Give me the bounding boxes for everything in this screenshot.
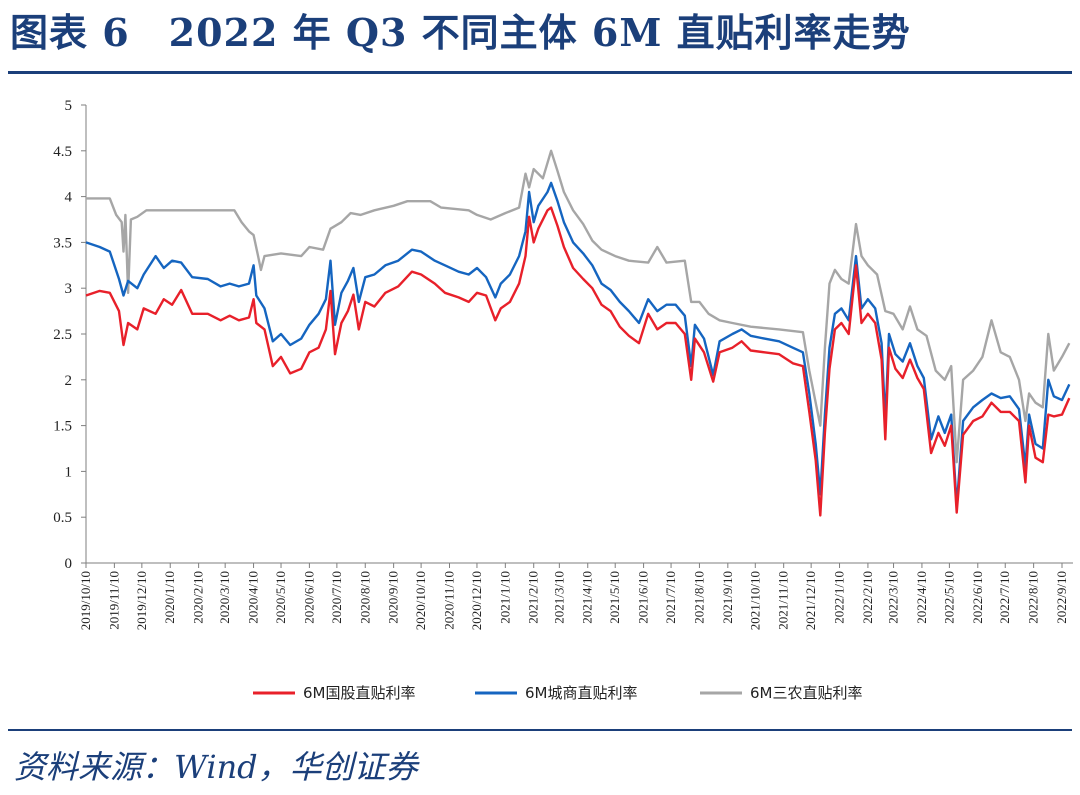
y-tick-label: 2.5 — [53, 327, 72, 343]
figure-title: 图表 6 2022 年 Q3 不同主体 6M 直贴利率走势 — [10, 10, 911, 55]
x-tick-label: 2021/4/10 — [580, 571, 595, 624]
x-tick-label: 2020/6/10 — [301, 571, 316, 624]
y-tick-label: 3.5 — [53, 235, 72, 251]
x-tick-label: 2020/11/10 — [441, 571, 456, 630]
series-line-2 — [85, 181, 1071, 508]
legend-label-2: 6M城商直贴利率 — [525, 684, 638, 702]
x-tick-label: 2021/3/10 — [551, 571, 566, 624]
x-tick-label: 2022/9/10 — [1054, 571, 1069, 624]
x-tick-label: 2022/3/10 — [886, 571, 901, 624]
y-tick-label: 3 — [65, 281, 73, 297]
x-tick-label: 2019/12/10 — [134, 571, 149, 630]
y-tick-label: 1.5 — [53, 419, 72, 435]
x-tick-label: 2020/10/10 — [413, 571, 428, 630]
line-chart: 0 0.5 1 1.5 2 2.5 3 3.5 4 4.5 5 2019/10/10 2019/11/… — [53, 98, 1073, 702]
x-tick-label: 2019/11/10 — [106, 571, 121, 630]
x-tick-label: 2021/10/10 — [747, 571, 762, 630]
x-tick-label: 2020/2/10 — [191, 571, 206, 624]
x-tick-label: 2021/7/10 — [663, 571, 678, 624]
y-tick-label: 1 — [65, 464, 73, 480]
legend-label-3: 6M三农直贴利率 — [750, 684, 863, 702]
series-line-3 — [86, 149, 1071, 464]
x-tick-label: 2021/8/10 — [691, 571, 706, 624]
chart-legend: 6M国股直贴利率 6M城商直贴利率 6M三农直贴利率 — [253, 684, 863, 702]
x-tick-label: 2022/4/10 — [914, 571, 929, 624]
x-tick-label: 2020/12/10 — [469, 571, 484, 630]
title-divider — [8, 71, 1072, 74]
x-tick-label: 2020/1/10 — [162, 571, 177, 624]
x-axis-tick-labels: 2019/10/10 2019/11/10 2019/12/10 2020/1/10 2… — [78, 571, 1069, 630]
legend-label-1: 6M国股直贴利率 — [303, 684, 416, 702]
x-tick-label: 2021/5/10 — [607, 571, 622, 624]
y-tick-label: 4.5 — [53, 144, 72, 160]
x-tick-label: 2020/8/10 — [357, 571, 372, 624]
x-tick-label: 2020/3/10 — [217, 571, 232, 624]
series-line-1 — [85, 206, 1071, 517]
x-tick-label: 2020/9/10 — [386, 571, 401, 624]
source-note: 资料来源：Wind，华创证券 — [14, 748, 418, 786]
x-tick-label: 2021/12/10 — [803, 571, 818, 630]
x-tick-label: 2020/5/10 — [273, 571, 288, 624]
chart-axes — [81, 104, 1073, 568]
x-tick-label: 2021/6/10 — [636, 571, 651, 624]
x-tick-label: 2022/7/10 — [997, 571, 1012, 624]
y-tick-label: 4 — [65, 190, 73, 206]
x-tick-label: 2020/7/10 — [329, 571, 344, 624]
x-tick-label: 2022/1/10 — [832, 571, 847, 624]
x-tick-label: 2020/4/10 — [246, 571, 261, 624]
x-tick-label: 2022/8/10 — [1026, 571, 1041, 624]
x-tick-label: 2022/2/10 — [860, 571, 875, 624]
x-tick-label: 2021/11/10 — [776, 571, 791, 630]
y-tick-label: 5 — [65, 98, 73, 114]
x-tick-label: 2019/10/10 — [78, 571, 93, 630]
x-tick-label: 2022/6/10 — [970, 571, 985, 624]
series-lines — [85, 149, 1071, 517]
footer-divider — [8, 729, 1072, 731]
y-tick-label: 0.5 — [53, 510, 72, 526]
x-tick-label: 2021/2/10 — [526, 571, 541, 624]
y-tick-label: 0 — [65, 556, 73, 572]
x-tick-label: 2021/1/10 — [497, 571, 512, 624]
y-axis-tick-labels: 0 0.5 1 1.5 2 2.5 3 3.5 4 4.5 5 — [53, 98, 72, 572]
y-tick-label: 2 — [65, 373, 73, 389]
x-tick-label: 2022/5/10 — [941, 571, 956, 624]
x-tick-label: 2021/9/10 — [720, 571, 735, 624]
